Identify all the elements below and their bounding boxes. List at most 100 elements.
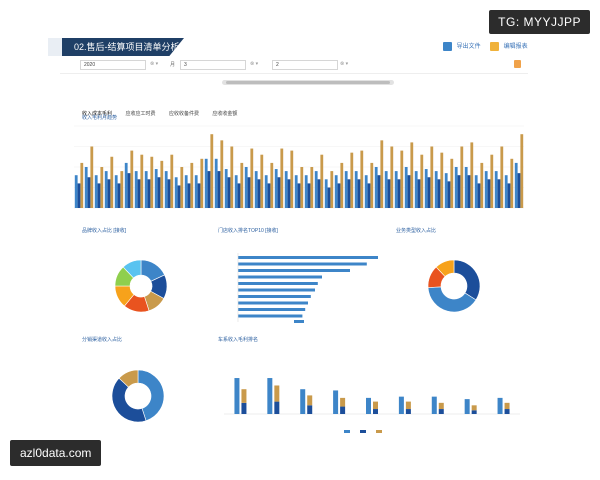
- tab-parts[interactable]: 应收收备件费: [168, 111, 199, 117]
- trend-bar: [287, 179, 291, 208]
- top10-bar: [238, 301, 308, 305]
- trend-bar: [294, 175, 298, 208]
- month-select[interactable]: 3: [180, 60, 246, 70]
- top10-bar: [238, 282, 318, 285]
- top10-bar: [238, 314, 303, 318]
- trend-bar: [200, 158, 204, 208]
- pie-slice: [118, 369, 139, 388]
- trend-bar: [277, 177, 281, 208]
- filter-bar: 2020 ⊗ ▾ 月 3 ⊗ ▾ 2 ⊗ ▾: [60, 58, 528, 74]
- clear-year-icon[interactable]: ⊗ ▾: [150, 61, 159, 67]
- rank-bar: [438, 409, 444, 414]
- rank-bar: [241, 389, 247, 403]
- trend-bar: [150, 156, 154, 208]
- rank-bar: [405, 401, 411, 410]
- rank-bar: [471, 405, 477, 411]
- trend-bar: [214, 158, 218, 208]
- trend-bar: [144, 171, 148, 208]
- trend-bar: [257, 179, 261, 208]
- trend-bar: [507, 183, 511, 208]
- trend-bar: [384, 171, 388, 208]
- trend-bar: [470, 142, 474, 208]
- watermark-top: TG: MYYJJPP: [489, 10, 590, 34]
- trend-bar: [454, 167, 458, 208]
- trend-bar: [474, 175, 478, 208]
- rank-bar: [340, 397, 346, 407]
- channel-share-title: 分销渠道收入占比: [82, 337, 123, 343]
- trend-bar: [334, 175, 338, 208]
- trend-bar: [260, 154, 264, 208]
- trend-bar: [367, 183, 371, 208]
- trend-bar: [310, 167, 314, 208]
- clear-month-icon[interactable]: ⊗ ▾: [250, 61, 259, 67]
- trend-bar: [327, 187, 331, 208]
- trend-bar: [250, 148, 254, 208]
- trend-bar: [344, 171, 348, 208]
- trend-bar: [304, 175, 308, 208]
- rank-bar: [431, 396, 437, 414]
- top10-bar: [238, 269, 350, 272]
- tab-labor[interactable]: 应收应工时费: [125, 111, 156, 117]
- tab-amount[interactable]: 应收收金额: [212, 111, 238, 117]
- clear-day-icon[interactable]: ⊗ ▾: [340, 61, 349, 67]
- trend-bar: [320, 154, 324, 208]
- trend-bar: [197, 183, 201, 208]
- trend-bar: [274, 169, 278, 208]
- pie-slice: [122, 259, 142, 279]
- trend-bar: [520, 134, 524, 208]
- trend-bar: [77, 183, 81, 208]
- trend-bar: [420, 154, 424, 208]
- trend-bar: [400, 150, 404, 208]
- trend-bar: [357, 179, 361, 208]
- rank-legend-swatch: [344, 430, 350, 433]
- trend-bar: [484, 171, 488, 208]
- scrollbar-thumb[interactable]: [226, 81, 390, 84]
- tab-revenue-cost[interactable]: 收入成本毛利: [82, 111, 113, 117]
- top10-bar: [238, 295, 311, 298]
- trend-bar: [140, 154, 144, 208]
- trend-bar: [284, 171, 288, 208]
- trend-bar: [444, 173, 448, 208]
- export-button[interactable]: 导出文件: [443, 41, 481, 51]
- trend-bar: [307, 183, 311, 208]
- rank-bar: [333, 390, 339, 414]
- trend-bar: [347, 179, 351, 208]
- trend-bar: [464, 167, 468, 208]
- trend-bar: [187, 183, 191, 208]
- trend-bar: [237, 183, 241, 208]
- trend-bar: [220, 140, 224, 208]
- trend-bar: [377, 175, 381, 208]
- trend-bar: [254, 171, 258, 208]
- trend-bar: [97, 183, 101, 208]
- trend-bar: [164, 171, 168, 208]
- brand-share-title: 品牌收入占比 [接收]: [82, 228, 127, 234]
- business-share-chart: [427, 259, 481, 313]
- rank-bar: [373, 409, 378, 414]
- trend-bar: [170, 154, 174, 208]
- trend-bar: [194, 175, 198, 208]
- rank-bar: [471, 410, 477, 414]
- trend-bar: [234, 175, 238, 208]
- trend-bar: [480, 162, 484, 208]
- year-select[interactable]: 2020: [80, 60, 146, 70]
- trend-bar: [264, 175, 268, 208]
- pie-slice: [137, 369, 165, 422]
- trend-bar: [174, 177, 178, 208]
- business-share-title: 业务类型收入占比: [396, 228, 437, 234]
- top10-bar: [238, 256, 378, 259]
- query-button[interactable]: [514, 60, 521, 68]
- trend-bar: [84, 167, 88, 208]
- trend-bar: [364, 175, 368, 208]
- trend-bar: [80, 162, 84, 208]
- top10-legend-swatch: [294, 320, 304, 323]
- trend-bar: [127, 173, 131, 208]
- trend-bar: [104, 171, 108, 208]
- rank-bar: [373, 401, 378, 410]
- top10-bar: [238, 288, 315, 292]
- day-select[interactable]: 2: [272, 60, 338, 70]
- rank-bar: [234, 378, 240, 414]
- trend-bar: [434, 171, 438, 208]
- trend-bar: [324, 179, 328, 208]
- trend-bar: [477, 183, 481, 208]
- edit-button[interactable]: 编辑报表: [490, 41, 528, 51]
